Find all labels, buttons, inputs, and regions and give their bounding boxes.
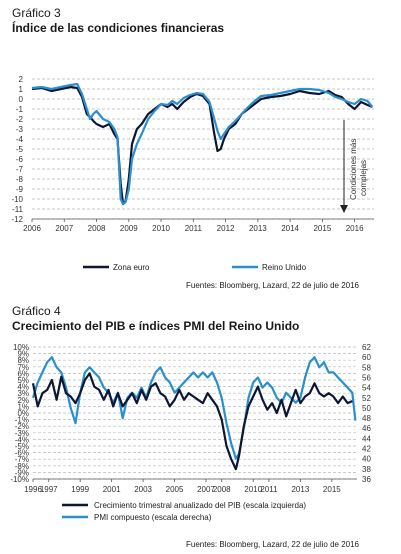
x-tick-label: 2013 — [291, 485, 309, 494]
y-left-tick-label: 7% — [17, 363, 29, 372]
y-tick-label: 0 — [19, 95, 24, 104]
y-tick-label: 2 — [19, 75, 24, 84]
x-tick-label: 2014 — [281, 224, 299, 233]
x-tick-label: 2015 — [323, 485, 341, 494]
y-left-tick-label: 3% — [17, 389, 29, 398]
annotation-text-line1: Condiciones más — [349, 139, 358, 200]
x-tick-label: 2010 — [152, 224, 170, 233]
y-right-tick-label: 50 — [362, 404, 371, 413]
annotation-text-line2: complejas — [359, 160, 368, 196]
legend-label-pmi: PMI compuesto (escala derecha) — [94, 513, 212, 522]
y-tick-label: -11 — [12, 205, 24, 214]
legend-label-pib: Crecimiento trimestral anualizado del PI… — [94, 501, 306, 510]
x-tick-label: 2013 — [249, 224, 267, 233]
series-line-zona-euro — [31, 85, 373, 206]
y-right-tick-label: 56 — [362, 373, 371, 382]
y-tick-label: -1 — [16, 105, 24, 114]
series-line-reino-unido — [31, 82, 374, 206]
y-left-tick-label: -9% — [15, 468, 29, 477]
y-left-tick-label: -5% — [15, 442, 29, 451]
y-right-tick-label: 52 — [362, 394, 371, 403]
y-left-tick-label: 1% — [17, 402, 29, 411]
y-left-tick-label: 8% — [17, 356, 29, 365]
x-tick-label: 2001 — [103, 485, 121, 494]
y-tick-label: -5 — [16, 145, 24, 154]
y-right-tick-label: 48 — [362, 414, 371, 423]
x-tick-label: 1999 — [71, 485, 89, 494]
chart1-title: Índice de las condiciones financieras — [12, 21, 225, 35]
x-tick-label: 2011 — [185, 224, 203, 233]
y-tick-label: -6 — [16, 155, 24, 164]
x-tick-label: 2003 — [134, 485, 152, 494]
x-tick-label: 2009 — [120, 224, 138, 233]
x-tick-label: 2008 — [213, 485, 231, 494]
y-left-tick-label: 4% — [17, 383, 29, 392]
series-line-pmi — [31, 356, 357, 460]
y-right-tick-label: 36 — [362, 475, 371, 484]
y-left-tick-label: -10% — [10, 475, 29, 484]
y-right-tick-label: 38 — [362, 465, 371, 474]
x-tick-label: 2008 — [88, 224, 106, 233]
y-left-tick-label: -8% — [15, 462, 29, 471]
legend-label-zona-euro: Zona euro — [113, 263, 150, 272]
x-tick-label: 2005 — [166, 485, 184, 494]
chart2-title: Crecimiento del PIB e índices PMI del Re… — [12, 319, 300, 333]
y-right-tick-label: 58 — [362, 363, 371, 372]
y-left-tick-label: -7% — [15, 455, 29, 464]
x-tick-label: 2012 — [217, 224, 235, 233]
y-right-tick-label: 54 — [362, 384, 371, 393]
x-tick-label: 2016 — [346, 224, 364, 233]
y-right-tick-label: 46 — [362, 424, 371, 433]
annotation-arrow-head — [340, 205, 348, 213]
y-left-tick-label: 10% — [13, 343, 29, 352]
y-left-tick-label: -6% — [15, 449, 29, 458]
x-tick-label: 1996 — [24, 485, 42, 494]
x-tick-label: 2011 — [260, 485, 278, 494]
y-tick-label: -12 — [11, 215, 23, 224]
y-tick-label: -4 — [16, 135, 24, 144]
y-right-tick-label: 60 — [362, 353, 371, 362]
y-left-tick-label: 2% — [17, 396, 29, 405]
y-tick-label: -8 — [16, 175, 24, 184]
y-tick-label: -9 — [16, 185, 24, 194]
chart1-source: Fuentes: Bloomberg, Lazard, 22 de julio … — [186, 281, 360, 290]
chart2-source: Fuentes: Bloomberg, Lazard, 22 de julio … — [186, 540, 360, 549]
y-tick-label: -2 — [16, 115, 24, 124]
y-left-tick-label: -3% — [15, 429, 29, 438]
chart1-number: Gráfico 3 — [12, 6, 61, 20]
y-left-tick-label: -1% — [15, 416, 29, 425]
y-right-tick-label: 44 — [362, 434, 371, 443]
y-right-tick-label: 62 — [362, 343, 371, 352]
y-left-tick-label: 9% — [17, 350, 29, 359]
legend-label-reino-unido: Reino Unido — [262, 263, 307, 272]
x-tick-label: 2007 — [197, 485, 215, 494]
chart2-number: Gráfico 4 — [12, 304, 61, 318]
x-tick-label: 2010 — [244, 485, 262, 494]
x-tick-label: 2007 — [55, 224, 73, 233]
x-tick-label: 1997 — [40, 485, 58, 494]
y-left-tick-label: -4% — [15, 435, 29, 444]
y-left-tick-label: 5% — [17, 376, 29, 385]
y-tick-label: 1 — [19, 85, 24, 94]
y-left-tick-label: 0% — [17, 409, 29, 418]
x-tick-label: 2015 — [313, 224, 331, 233]
series-line-pib — [31, 372, 353, 471]
y-right-tick-label: 42 — [362, 445, 371, 454]
y-left-tick-label: 6% — [17, 369, 29, 378]
y-left-tick-label: -2% — [15, 422, 29, 431]
x-tick-label: 2006 — [23, 224, 41, 233]
y-right-tick-label: 40 — [362, 455, 371, 464]
y-tick-label: -7 — [16, 165, 24, 174]
y-tick-label: -10 — [11, 195, 23, 204]
y-tick-label: -3 — [16, 125, 24, 134]
